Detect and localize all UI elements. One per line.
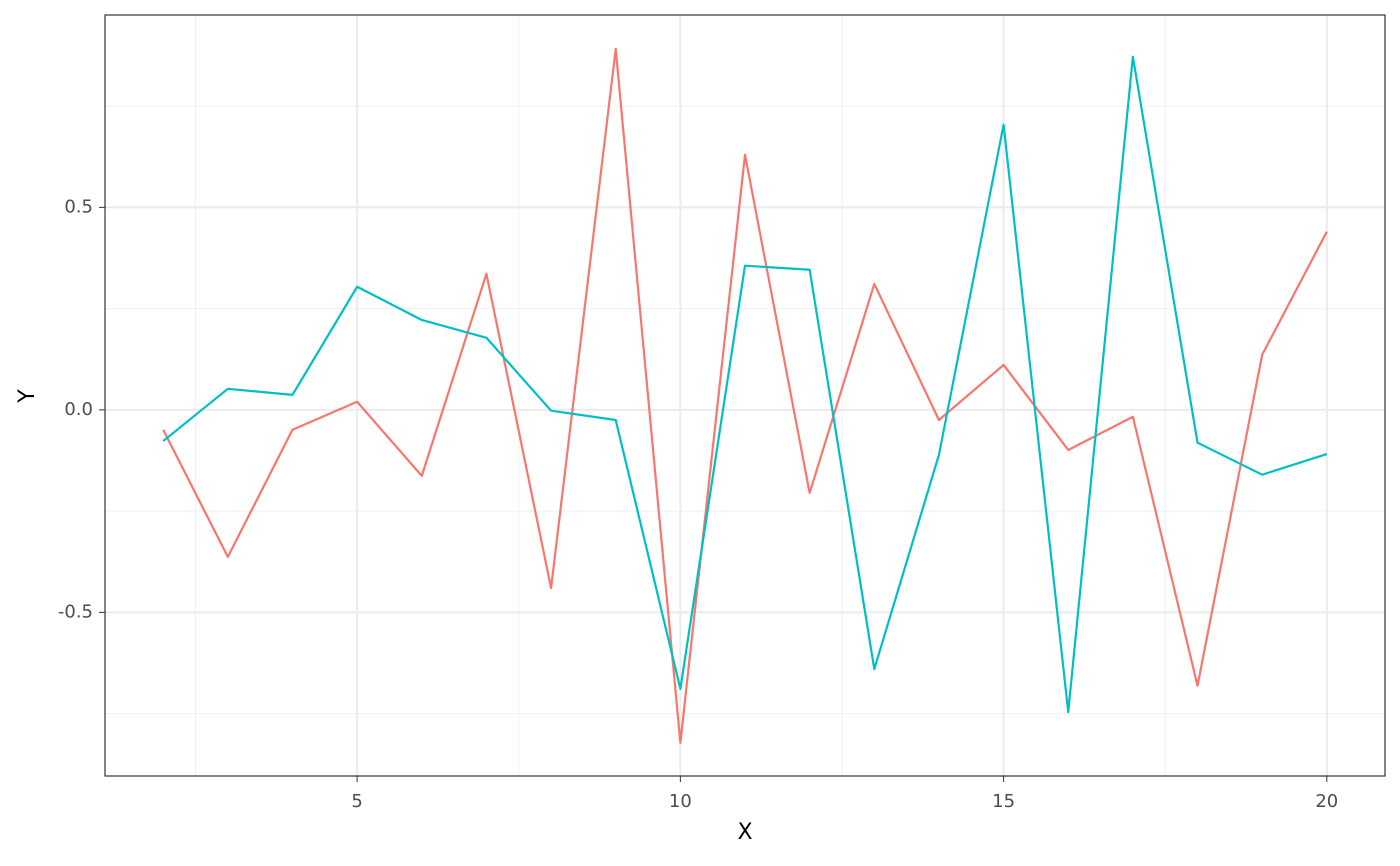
x-tick-label: 15 xyxy=(992,791,1015,812)
y-tick-label: 0.0 xyxy=(64,399,93,420)
y-tick-label: -0.5 xyxy=(58,601,93,622)
panel-border xyxy=(104,14,1386,777)
x-tick-label: 20 xyxy=(1315,791,1338,812)
x-tick-label: 10 xyxy=(669,791,692,812)
series-line xyxy=(162,55,1328,714)
y-tick-label: 0.5 xyxy=(64,196,93,217)
x-axis-title: X xyxy=(737,820,752,845)
y-axis-title: Y xyxy=(15,389,40,404)
x-tick-label: 5 xyxy=(351,791,362,812)
series-line xyxy=(162,47,1328,744)
